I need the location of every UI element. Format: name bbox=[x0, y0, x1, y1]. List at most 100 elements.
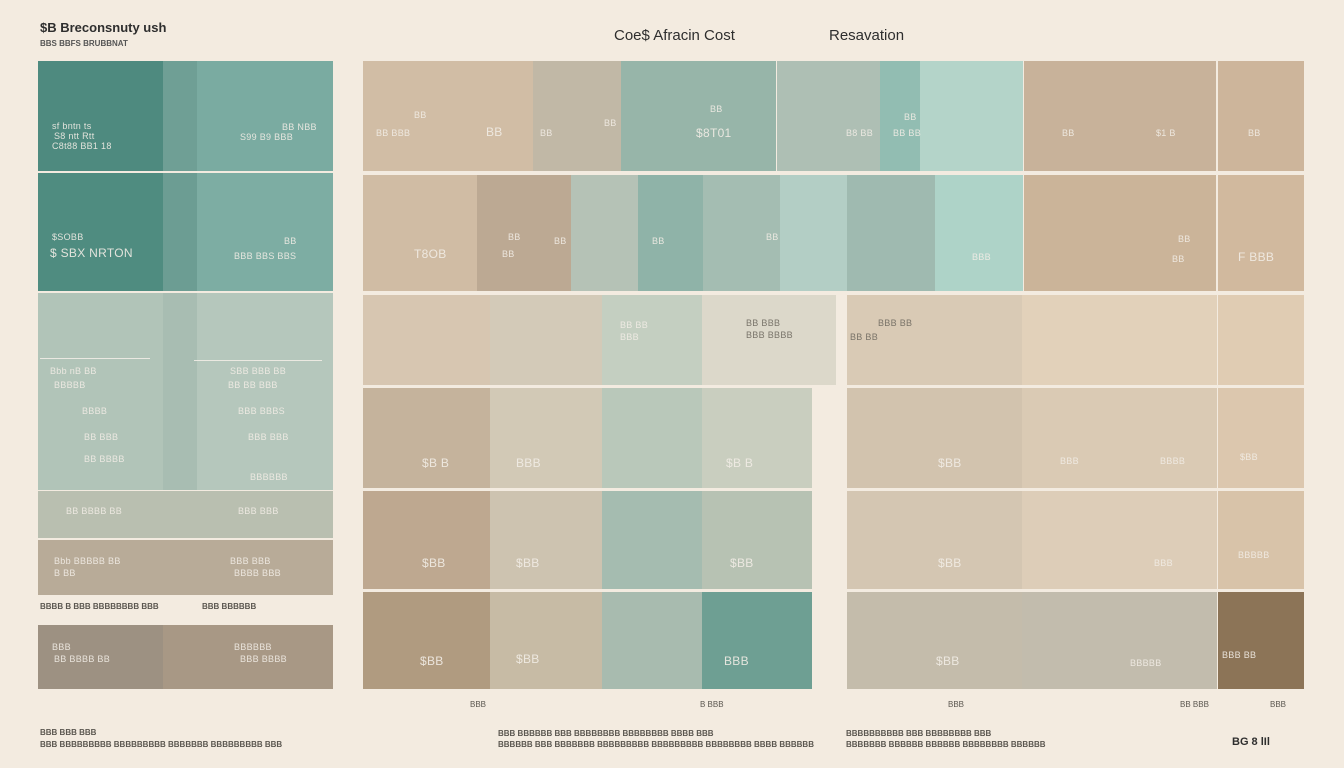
grid-cell[interactable] bbox=[621, 61, 776, 171]
grid-cell[interactable] bbox=[847, 592, 1022, 689]
grid-label: BB BB bbox=[893, 128, 922, 138]
grid-cell[interactable] bbox=[702, 592, 812, 689]
grid-cell[interactable] bbox=[602, 491, 702, 589]
grid-label: $BB bbox=[938, 556, 962, 570]
grid-cell[interactable] bbox=[847, 175, 935, 291]
left-label: BBBBBB bbox=[234, 642, 272, 652]
grid-cell[interactable] bbox=[638, 175, 703, 291]
grid-label: BB bbox=[554, 236, 567, 246]
grid-label: BB BB bbox=[850, 332, 879, 342]
left-label: S8 ntt Rtt bbox=[54, 131, 95, 141]
grid-cell[interactable] bbox=[847, 295, 1022, 385]
left-cell[interactable] bbox=[38, 293, 163, 490]
grid-cell[interactable] bbox=[1024, 175, 1216, 291]
grid-cell[interactable] bbox=[702, 388, 812, 488]
grid-cell[interactable] bbox=[490, 592, 602, 689]
left-label: BB BBB bbox=[84, 432, 119, 442]
grid-cell[interactable] bbox=[363, 491, 490, 589]
grid-cell[interactable] bbox=[1022, 295, 1217, 385]
grid-caption: BB BBB bbox=[1180, 700, 1209, 709]
left-cell bbox=[163, 173, 197, 291]
grid-label: $1 B bbox=[1156, 128, 1176, 138]
footer-text: BBB BBBBBBBBB BBBBBBBBB BBBBBBB BBBBBBBB… bbox=[40, 740, 283, 749]
left-cell bbox=[163, 61, 197, 171]
grid-cell[interactable] bbox=[702, 491, 812, 589]
grid-label: BBB BB bbox=[1222, 650, 1257, 660]
grid-cell[interactable] bbox=[490, 295, 602, 385]
left-cell bbox=[163, 293, 197, 490]
grid-label: BB bbox=[540, 128, 553, 138]
left-cell[interactable] bbox=[38, 61, 163, 171]
grid-cell[interactable] bbox=[363, 592, 490, 689]
grid-cell[interactable] bbox=[490, 491, 602, 589]
footer-text: BBBBBB BBB BBBBBBB BBBBBBBBB BBBBBBBBB B… bbox=[498, 740, 814, 749]
grid-cell[interactable] bbox=[363, 175, 477, 291]
left-cell[interactable] bbox=[38, 625, 163, 689]
grid-cell[interactable] bbox=[1024, 61, 1216, 171]
grid-label: BB BB bbox=[620, 320, 649, 330]
grid-cell[interactable] bbox=[1218, 295, 1304, 385]
grid-label: BBB bbox=[972, 252, 991, 262]
grid-cell[interactable] bbox=[477, 175, 571, 291]
grid-cell[interactable] bbox=[363, 388, 490, 488]
grid-caption: BBB bbox=[1270, 700, 1287, 709]
grid-cell[interactable] bbox=[602, 592, 702, 689]
grid-label: BB bbox=[904, 112, 917, 122]
grid-cell[interactable] bbox=[1022, 491, 1217, 589]
grid-cell[interactable] bbox=[703, 175, 780, 291]
grid-cell[interactable] bbox=[363, 61, 533, 171]
grid-cell[interactable] bbox=[602, 295, 702, 385]
left-label: BBB BBB bbox=[238, 506, 279, 516]
left-label: B BB bbox=[54, 568, 76, 578]
grid-cell[interactable] bbox=[880, 61, 920, 171]
left-label: BBBBB bbox=[54, 380, 86, 390]
brand-title: $B Breconsnuty ush bbox=[40, 20, 167, 35]
grid-cell[interactable] bbox=[777, 61, 880, 171]
left-cell[interactable] bbox=[197, 293, 333, 490]
left-label: sf bntn ts bbox=[52, 121, 92, 131]
grid-cell[interactable] bbox=[490, 388, 602, 488]
grid-cell[interactable] bbox=[1022, 592, 1217, 689]
grid-cell[interactable] bbox=[602, 388, 702, 488]
grid-label: BB bbox=[766, 232, 779, 242]
grid-cell[interactable] bbox=[935, 175, 1023, 291]
left-cell[interactable] bbox=[197, 61, 333, 171]
grid-cell[interactable] bbox=[533, 61, 621, 171]
grid-cell[interactable] bbox=[571, 175, 638, 291]
header-reservation: Resavation bbox=[829, 27, 905, 44]
grid-cell[interactable] bbox=[1218, 61, 1304, 171]
left-label: BB bbox=[284, 236, 297, 246]
grid-label: $BB bbox=[420, 654, 444, 668]
grid-cell[interactable] bbox=[1218, 388, 1304, 488]
grid-cell[interactable] bbox=[847, 388, 1022, 488]
grid-cell[interactable] bbox=[1218, 592, 1304, 689]
left-cell[interactable] bbox=[38, 491, 333, 538]
left-cell[interactable] bbox=[38, 540, 333, 595]
grid-label: $BB bbox=[730, 556, 754, 570]
grid-cell[interactable] bbox=[363, 295, 490, 385]
grid-label: BBB bbox=[1154, 558, 1173, 568]
left-cell[interactable] bbox=[38, 173, 163, 291]
left-label: BBB BBBB bbox=[240, 654, 287, 664]
grid-label: BB bbox=[1172, 254, 1185, 264]
left-cell[interactable] bbox=[197, 173, 333, 291]
grid-cell[interactable] bbox=[920, 61, 1023, 171]
grid-cell[interactable] bbox=[702, 295, 836, 385]
grid-label: $8T01 bbox=[696, 126, 732, 140]
grid-cell[interactable] bbox=[1218, 491, 1304, 589]
grid-label: $BB bbox=[1240, 452, 1258, 462]
left-label: C8t88 BB1 18 bbox=[52, 141, 112, 151]
grid-cell[interactable] bbox=[1218, 175, 1304, 291]
grid-label: T8OB bbox=[414, 247, 447, 261]
grid-label: BB BBB bbox=[746, 318, 781, 328]
grid-cell[interactable] bbox=[847, 491, 1022, 589]
grid-label: BB bbox=[508, 232, 521, 242]
grid-label: BB bbox=[710, 104, 723, 114]
grid-cell[interactable] bbox=[780, 175, 847, 291]
left-label: BBB BBS BBS bbox=[234, 251, 297, 261]
grid-cell[interactable] bbox=[1022, 388, 1217, 488]
grid-caption: B BBB bbox=[700, 700, 724, 709]
grid-label: BB bbox=[1062, 128, 1075, 138]
grid-label: BBB bbox=[516, 456, 541, 470]
left-cell[interactable] bbox=[163, 625, 333, 689]
